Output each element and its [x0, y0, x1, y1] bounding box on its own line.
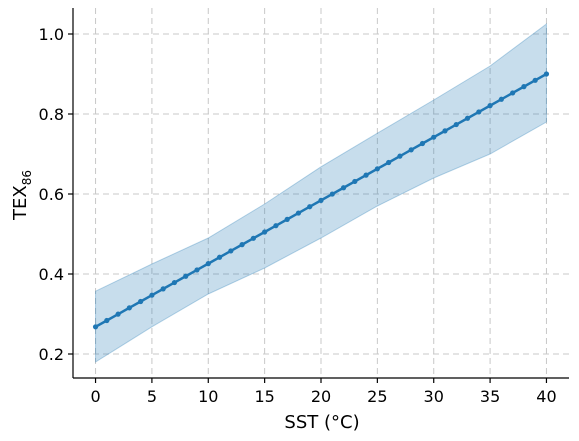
y-tick-label: 0.8: [39, 105, 64, 124]
data-point: [431, 134, 437, 140]
x-tick-label: 15: [254, 387, 274, 406]
data-point: [510, 90, 516, 96]
data-point: [115, 311, 121, 317]
data-point: [543, 71, 550, 77]
x-tick-label: 10: [198, 387, 218, 406]
data-point: [92, 324, 99, 330]
data-point: [126, 305, 132, 311]
tick-label-layer: 0 5 10 15 20 25 30 35 40 0.2 0.4 0.6 0.8 1.0: [39, 25, 557, 406]
data-point: [216, 254, 223, 260]
confidence-band: [95, 23, 547, 363]
data-point: [352, 178, 358, 185]
axes-layer: [68, 8, 569, 383]
x-tick-label: 35: [480, 387, 500, 406]
data-point: [363, 172, 369, 178]
data-point: [262, 229, 268, 235]
data-point: [318, 197, 324, 203]
data-point: [464, 115, 471, 121]
data-point: [160, 286, 166, 292]
data-point: [442, 128, 448, 134]
data-point: [397, 153, 403, 159]
data-point: [307, 204, 313, 210]
y-axis-label: TEX86: [10, 170, 34, 221]
data-point: [284, 216, 290, 222]
data-point: [228, 248, 234, 254]
y-axis-label-subscript: 86: [20, 170, 34, 185]
data-point: [295, 210, 302, 216]
y-tick-label: 0.4: [39, 265, 64, 284]
data-point: [329, 191, 335, 197]
data-point: [487, 103, 493, 109]
x-tick-label: 5: [147, 387, 157, 406]
data-point: [419, 140, 426, 147]
x-tick-label: 0: [90, 387, 100, 406]
data-point: [171, 279, 178, 286]
x-tick-label: 20: [311, 387, 331, 406]
data-point: [250, 235, 256, 241]
data-point: [532, 77, 538, 83]
data-point: [340, 185, 347, 191]
data-point: [453, 121, 459, 128]
data-point: [239, 242, 245, 248]
data-point: [498, 96, 504, 102]
data-point: [386, 159, 392, 166]
x-tick-label: 25: [367, 387, 387, 406]
data-point: [104, 317, 110, 324]
data-point: [374, 166, 380, 172]
data-point: [521, 84, 527, 90]
y-axis-label-main: TEX: [10, 185, 31, 221]
x-tick-label: 30: [424, 387, 444, 406]
data-point: [408, 147, 414, 153]
y-tick-label: 0.6: [39, 185, 64, 204]
data-point: [194, 267, 200, 273]
confidence-band-layer: [95, 23, 547, 363]
x-axis-label: SST (°C): [284, 412, 359, 433]
data-point: [476, 109, 482, 115]
data-point: [149, 292, 155, 298]
x-tick-label: 40: [536, 387, 556, 406]
y-tick-label: 0.2: [39, 345, 64, 364]
y-tick-label: 1.0: [39, 25, 64, 44]
data-point: [138, 298, 144, 305]
data-point: [183, 273, 189, 279]
series-layer: [92, 71, 550, 330]
grid-layer: [73, 8, 569, 378]
data-point: [205, 261, 211, 267]
data-point: [273, 223, 279, 229]
